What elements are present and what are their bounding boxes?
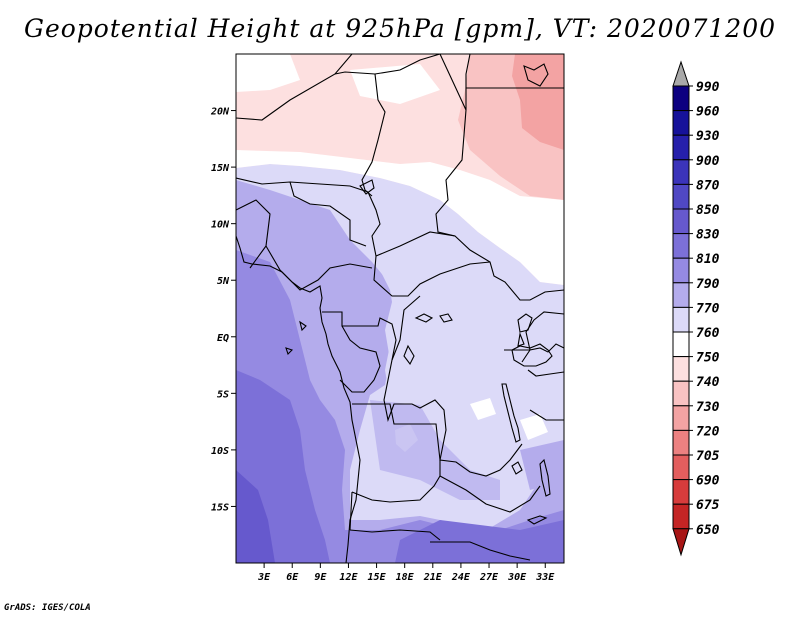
colorbar-swatch — [672, 331, 690, 358]
colorbar-label: 750 — [696, 351, 720, 366]
lon-tick-label: 12E — [339, 572, 358, 583]
lat-tick-label: 15S — [211, 502, 229, 513]
colorbar-label: 760 — [696, 326, 720, 341]
lon-tick-label: 6E — [286, 572, 299, 583]
colorbar-label: 675 — [696, 498, 720, 513]
colorbar-label: 810 — [696, 252, 720, 267]
colorbar-swatch — [672, 380, 690, 407]
colorbar-label: 740 — [696, 375, 720, 390]
lon-tick-label: 30E — [507, 572, 527, 583]
lat-tick-label: 5N — [217, 276, 230, 287]
field-810-west — [236, 250, 564, 563]
lake-victoria — [511, 343, 553, 367]
lat-tick-label: 10S — [211, 446, 229, 457]
lat-tick-label: EQ — [217, 333, 229, 344]
colorbar-swatch — [672, 233, 690, 259]
colorbar-label: 790 — [696, 277, 720, 292]
map-frame — [235, 53, 565, 564]
lon-tick-label: 15E — [368, 572, 387, 583]
colorbar-swatch — [672, 405, 690, 431]
lat-tick-label: 15N — [211, 163, 230, 174]
colorbar-label: 850 — [696, 203, 720, 218]
credit-label: GrADS: IGES/COLA — [4, 603, 91, 613]
colorbar-swatch — [672, 110, 690, 136]
colorbar-label: 870 — [696, 178, 720, 193]
colorbar — [672, 60, 693, 557]
colorbar-label: 705 — [696, 449, 720, 464]
field-white-band — [236, 150, 564, 285]
colorbar-swatch — [672, 479, 690, 505]
colorbar-swatch — [672, 282, 690, 308]
field-850-sw — [236, 470, 275, 563]
colorbar-label: 830 — [696, 228, 720, 243]
country-borders — [236, 54, 564, 561]
colorbar-label: 960 — [696, 105, 720, 120]
lon-tick-label: 27E — [479, 572, 499, 583]
colorbar-label: 730 — [696, 400, 720, 415]
lake-tanganyika — [501, 383, 521, 443]
colorbar-swatch — [672, 503, 690, 530]
colorbar-swatch — [672, 134, 690, 161]
lon-tick-label: 33E — [535, 572, 555, 583]
colorbar-swatch — [672, 85, 690, 112]
lon-tick-label: 24E — [451, 572, 471, 583]
colorbar-swatch — [672, 159, 690, 185]
colorbar-label: 990 — [696, 80, 720, 95]
lat-tick-label: 5S — [217, 389, 229, 400]
colorbar-swatch — [672, 356, 690, 382]
latitude-axis: 20N 15N 10N 5N EQ 5S 10S 15S — [210, 107, 236, 513]
colorbar-swatch — [672, 429, 690, 456]
colorbar-label: 650 — [696, 523, 720, 538]
lon-tick-label: 9E — [314, 572, 327, 583]
colorbar-swatch — [672, 454, 690, 481]
colorbar-labels: 990 960 930 900 870 850 830 810 790 770 760 750 740 7… — [696, 80, 720, 538]
colorbar-label: 770 — [696, 301, 720, 316]
map-title: Geopotential Height at 925hPa [gpm], VT:… — [23, 14, 777, 43]
colorbar-label: 930 — [696, 129, 720, 144]
lon-tick-label: 3E — [257, 572, 271, 583]
colorbar-label: 900 — [696, 154, 720, 169]
colorbar-swatch — [672, 183, 690, 210]
colorbar-swatch — [672, 306, 690, 333]
lat-tick-label: 20N — [210, 107, 230, 118]
height-field — [236, 54, 564, 563]
lat-tick-label: 10N — [211, 220, 230, 231]
lon-tick-label: 18E — [396, 572, 415, 583]
colorbar-label: 690 — [696, 474, 720, 489]
lon-tick-label: 21E — [423, 572, 443, 583]
longitude-axis: 3E 6E 9E 12E 15E 18E 21E 24E 27E 30E 33E — [257, 563, 555, 583]
field-830-south — [395, 520, 564, 563]
colorbar-label: 720 — [696, 424, 720, 439]
field-pink-ne-core — [512, 54, 564, 150]
colorbar-swatch — [672, 208, 690, 235]
colorbar-top-arrow — [672, 60, 690, 87]
coastlines — [236, 63, 553, 563]
lake-malawi — [539, 458, 551, 497]
colorbar-swatch — [672, 257, 690, 284]
colorbar-bottom-arrow — [672, 528, 690, 557]
